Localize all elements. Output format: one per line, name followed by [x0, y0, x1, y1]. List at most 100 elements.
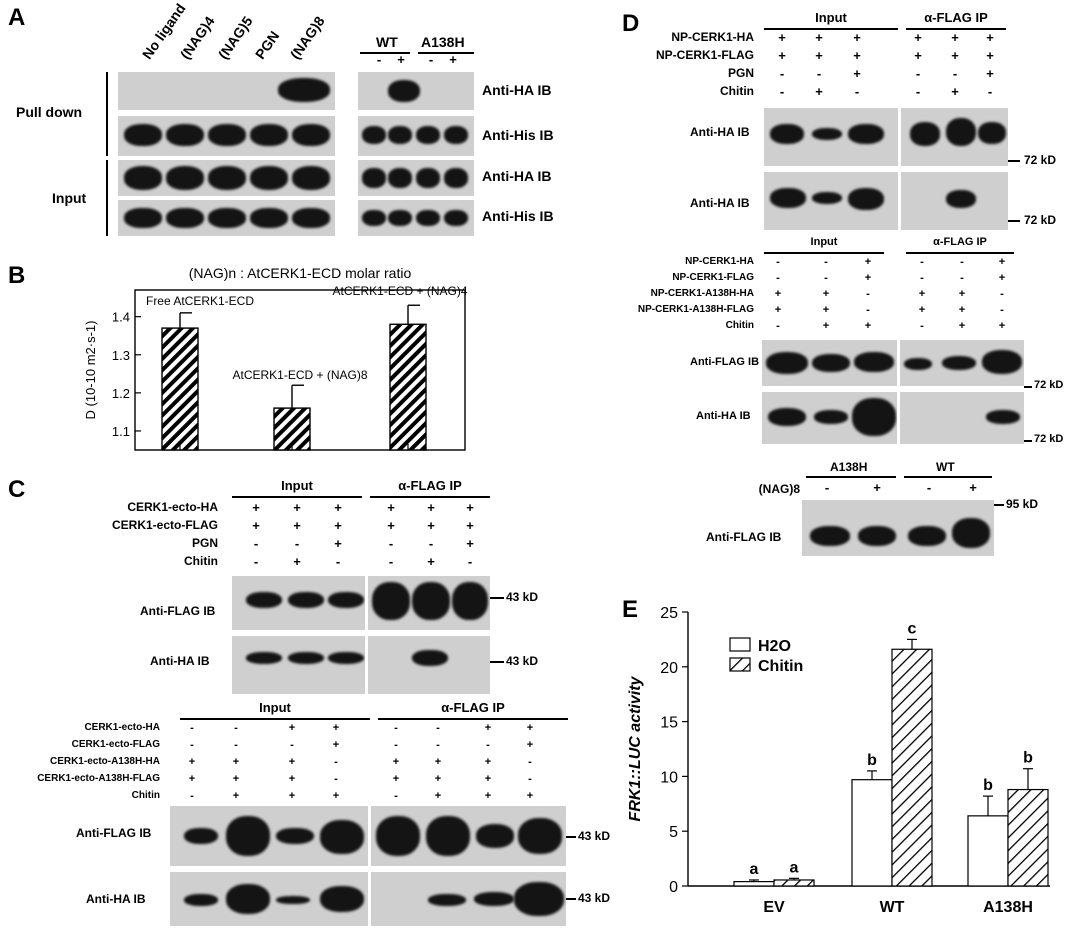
- panel-label-a: A: [8, 4, 26, 31]
- sign: +: [392, 756, 400, 768]
- ib-label-c4: Anti-HA IB: [86, 892, 146, 906]
- marker-tick: [566, 836, 576, 838]
- sign: +: [986, 66, 994, 81]
- sign: -: [388, 554, 394, 569]
- legend-swatch-chitin: [729, 657, 751, 672]
- blot-a-wt-pd-his: [358, 116, 474, 156]
- ib-label-c1: Anti-FLAG IB: [140, 604, 216, 618]
- d2-ip-line: [906, 252, 1014, 254]
- d-input-header: Input: [815, 10, 847, 25]
- marker-d5: 95 kD: [1006, 497, 1039, 511]
- sign: +: [466, 500, 474, 515]
- sign: -: [866, 304, 870, 316]
- sign: +: [332, 722, 340, 734]
- panel-label-b: B: [8, 262, 26, 289]
- a138h-label: A138H: [421, 34, 465, 50]
- bar: [273, 407, 311, 451]
- sign: +: [815, 30, 823, 45]
- sign: +: [288, 773, 296, 785]
- d-ip-header: α-FLAG IP: [924, 10, 988, 25]
- bar: [851, 779, 893, 887]
- sign: +: [951, 30, 959, 45]
- sign: -: [854, 84, 860, 99]
- ib-label-d2: Anti-HA IB: [690, 196, 750, 210]
- sign: -: [920, 272, 924, 284]
- sign: +: [778, 48, 786, 63]
- row-label: NP-CERK1-HA: [671, 30, 754, 44]
- blot-d2-ha: [762, 392, 1024, 444]
- d3-wt-line: [904, 476, 992, 478]
- marker-d4: 72 kD: [1034, 433, 1064, 445]
- chart-b-title: (NAG)n : AtCERK1-ECD molar ratio: [189, 265, 412, 281]
- sign: -: [290, 739, 294, 751]
- ib-label-a2: Anti-His IB: [482, 127, 554, 143]
- sign: +: [853, 66, 861, 81]
- sign: +: [288, 722, 296, 734]
- bar: [773, 879, 815, 887]
- sign: +: [958, 320, 966, 332]
- sign: +: [774, 288, 782, 300]
- row-label: Chitin: [720, 84, 754, 98]
- sign: +: [918, 288, 926, 300]
- sign: +: [293, 554, 301, 569]
- blot-d2-flag: [762, 340, 1024, 386]
- blot-a-pd-his: [118, 116, 335, 156]
- row-label: CERK1-ecto-FLAG: [71, 739, 160, 750]
- sign: -: [528, 756, 532, 768]
- marker-tick: [1024, 386, 1032, 388]
- blot-d3-flag: [802, 500, 994, 556]
- row-label: NP-CERK1-FLAG: [672, 272, 754, 283]
- sign: +: [914, 48, 922, 63]
- sign: -: [190, 790, 194, 802]
- sign: +: [986, 30, 994, 45]
- sign: +: [822, 320, 830, 332]
- sign: +: [332, 790, 340, 802]
- sign: +: [387, 518, 395, 533]
- chart-e-ylabel: FRK1::LUC activity: [627, 675, 644, 821]
- sign: +: [387, 500, 395, 515]
- sign: +: [188, 773, 196, 785]
- sign: +: [951, 84, 959, 99]
- sign: -: [335, 554, 341, 569]
- row-label: NP-CERK1-HA: [685, 256, 754, 267]
- d-ip-line: [906, 28, 1006, 30]
- sign: -: [824, 256, 828, 268]
- y-tick-label: 1.2: [112, 386, 130, 401]
- annotation: AtCERK1-ECD + (NAG)8: [232, 368, 367, 382]
- sign: +: [288, 790, 296, 802]
- row-label: NP-CERK1-A138H-FLAG: [637, 304, 754, 315]
- sign: -: [920, 320, 924, 332]
- sign: +: [293, 518, 301, 533]
- d3-mut-header: A138H: [830, 460, 868, 474]
- sign: -: [394, 722, 398, 734]
- marker-tick: [1024, 440, 1032, 442]
- sign: -: [920, 256, 924, 268]
- y-tick-label: 10: [660, 769, 678, 786]
- c2-ip-header: α-FLAG IP: [441, 700, 505, 715]
- sign: +: [427, 500, 435, 515]
- blot-a-wt-in-his: [358, 200, 474, 236]
- sign: -: [824, 480, 830, 495]
- sign: -: [376, 52, 382, 67]
- sign: +: [334, 518, 342, 533]
- wt-line: [360, 52, 410, 54]
- significance-letter: c: [908, 620, 917, 637]
- ib-label-d5: Anti-FLAG IB: [706, 530, 782, 544]
- sign: -: [334, 773, 338, 785]
- y-tick-label: 5: [669, 824, 678, 841]
- sign: -: [436, 722, 440, 734]
- sign: +: [434, 790, 442, 802]
- sign: +: [778, 30, 786, 45]
- sign: -: [436, 739, 440, 751]
- lane-label-nag4: (NAG)4: [176, 13, 218, 63]
- sign: -: [528, 773, 532, 785]
- sign: +: [484, 722, 492, 734]
- sign: -: [388, 536, 394, 551]
- blot-c-flag: [232, 576, 490, 630]
- blot-a-wt-pd-ha: [358, 72, 474, 110]
- annotation: AtCERK1-ECD + (NAG)4: [332, 284, 467, 298]
- bar: [161, 327, 199, 451]
- sign: -: [467, 554, 473, 569]
- bar: [967, 815, 1009, 887]
- marker-tick: [490, 661, 504, 663]
